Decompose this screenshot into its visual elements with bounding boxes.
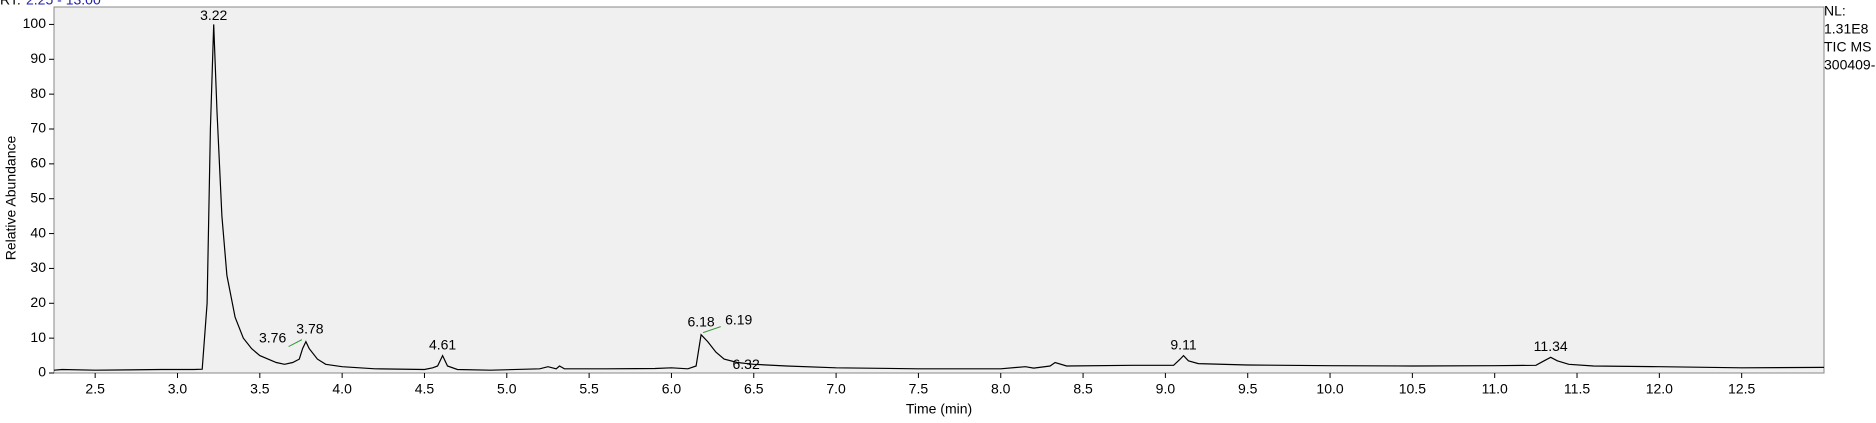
y-tick-label: 50 xyxy=(30,189,46,205)
x-tick-label: 6.0 xyxy=(662,381,682,397)
plot-area xyxy=(53,6,1825,374)
x-tick-label: 10.5 xyxy=(1399,381,1426,397)
x-tick-label: 5.5 xyxy=(579,381,599,397)
peak-label: 4.61 xyxy=(429,336,456,352)
info-line: TIC MS xyxy=(1824,39,1871,55)
x-tick-label: 11.0 xyxy=(1482,381,1508,397)
peak-label: 3.78 xyxy=(296,320,323,336)
x-tick-label: 8.5 xyxy=(1073,381,1093,397)
peak-label: 11.34 xyxy=(1534,338,1568,354)
x-tick-label: 8.0 xyxy=(991,381,1011,397)
y-axis-label: Relative Abundance xyxy=(3,136,19,261)
y-tick-label: 40 xyxy=(30,224,46,240)
y-tick-label: 60 xyxy=(30,155,46,171)
x-tick-label: 2.5 xyxy=(85,381,105,397)
rt-prefix: RT: xyxy=(0,0,21,8)
y-tick-label: 20 xyxy=(30,294,46,310)
peak-connector xyxy=(702,326,721,334)
x-tick-label: 4.0 xyxy=(332,381,352,397)
x-tick-label: 10.0 xyxy=(1316,381,1343,397)
x-axis-label: Time (min) xyxy=(906,401,972,417)
x-tick-label: 9.5 xyxy=(1238,381,1258,397)
rt-range: 2.25 - 13.00 xyxy=(26,0,101,8)
x-tick-label: 9.0 xyxy=(1156,381,1176,397)
x-tick-label: 3.5 xyxy=(250,381,270,397)
info-line: 300409- xyxy=(1824,57,1876,73)
peak-label: 3.76 xyxy=(259,329,286,345)
y-tick-label: 30 xyxy=(30,259,46,275)
y-tick-label: 80 xyxy=(30,85,46,101)
y-tick-label: 10 xyxy=(30,329,46,345)
y-tick-label: 90 xyxy=(30,50,46,66)
x-tick-label: 4.5 xyxy=(415,381,435,397)
x-tick-label: 12.5 xyxy=(1728,381,1755,397)
peak-label: 6.19 xyxy=(725,311,752,327)
trace xyxy=(53,24,1825,371)
x-tick-label: 7.0 xyxy=(826,381,846,397)
y-tick-label: 0 xyxy=(38,364,46,380)
x-tick-label: 6.5 xyxy=(744,381,764,397)
peak-label: 6.18 xyxy=(687,313,714,329)
x-tick-label: 11.5 xyxy=(1564,381,1590,397)
x-tick-label: 3.0 xyxy=(168,381,188,397)
info-line: 1.31E8 xyxy=(1824,21,1869,37)
x-tick-label: 7.5 xyxy=(909,381,929,397)
peak-label: 3.22 xyxy=(200,7,227,23)
peak-label: 9.11 xyxy=(1170,336,1196,352)
y-tick-label: 100 xyxy=(23,15,47,31)
x-tick-label: 12.0 xyxy=(1646,381,1673,397)
y-tick-label: 70 xyxy=(30,120,46,136)
info-line: NL: xyxy=(1824,3,1846,19)
peak-connector xyxy=(288,339,303,348)
x-tick-label: 5.0 xyxy=(497,381,517,397)
peak-label: 6.32 xyxy=(733,356,760,372)
